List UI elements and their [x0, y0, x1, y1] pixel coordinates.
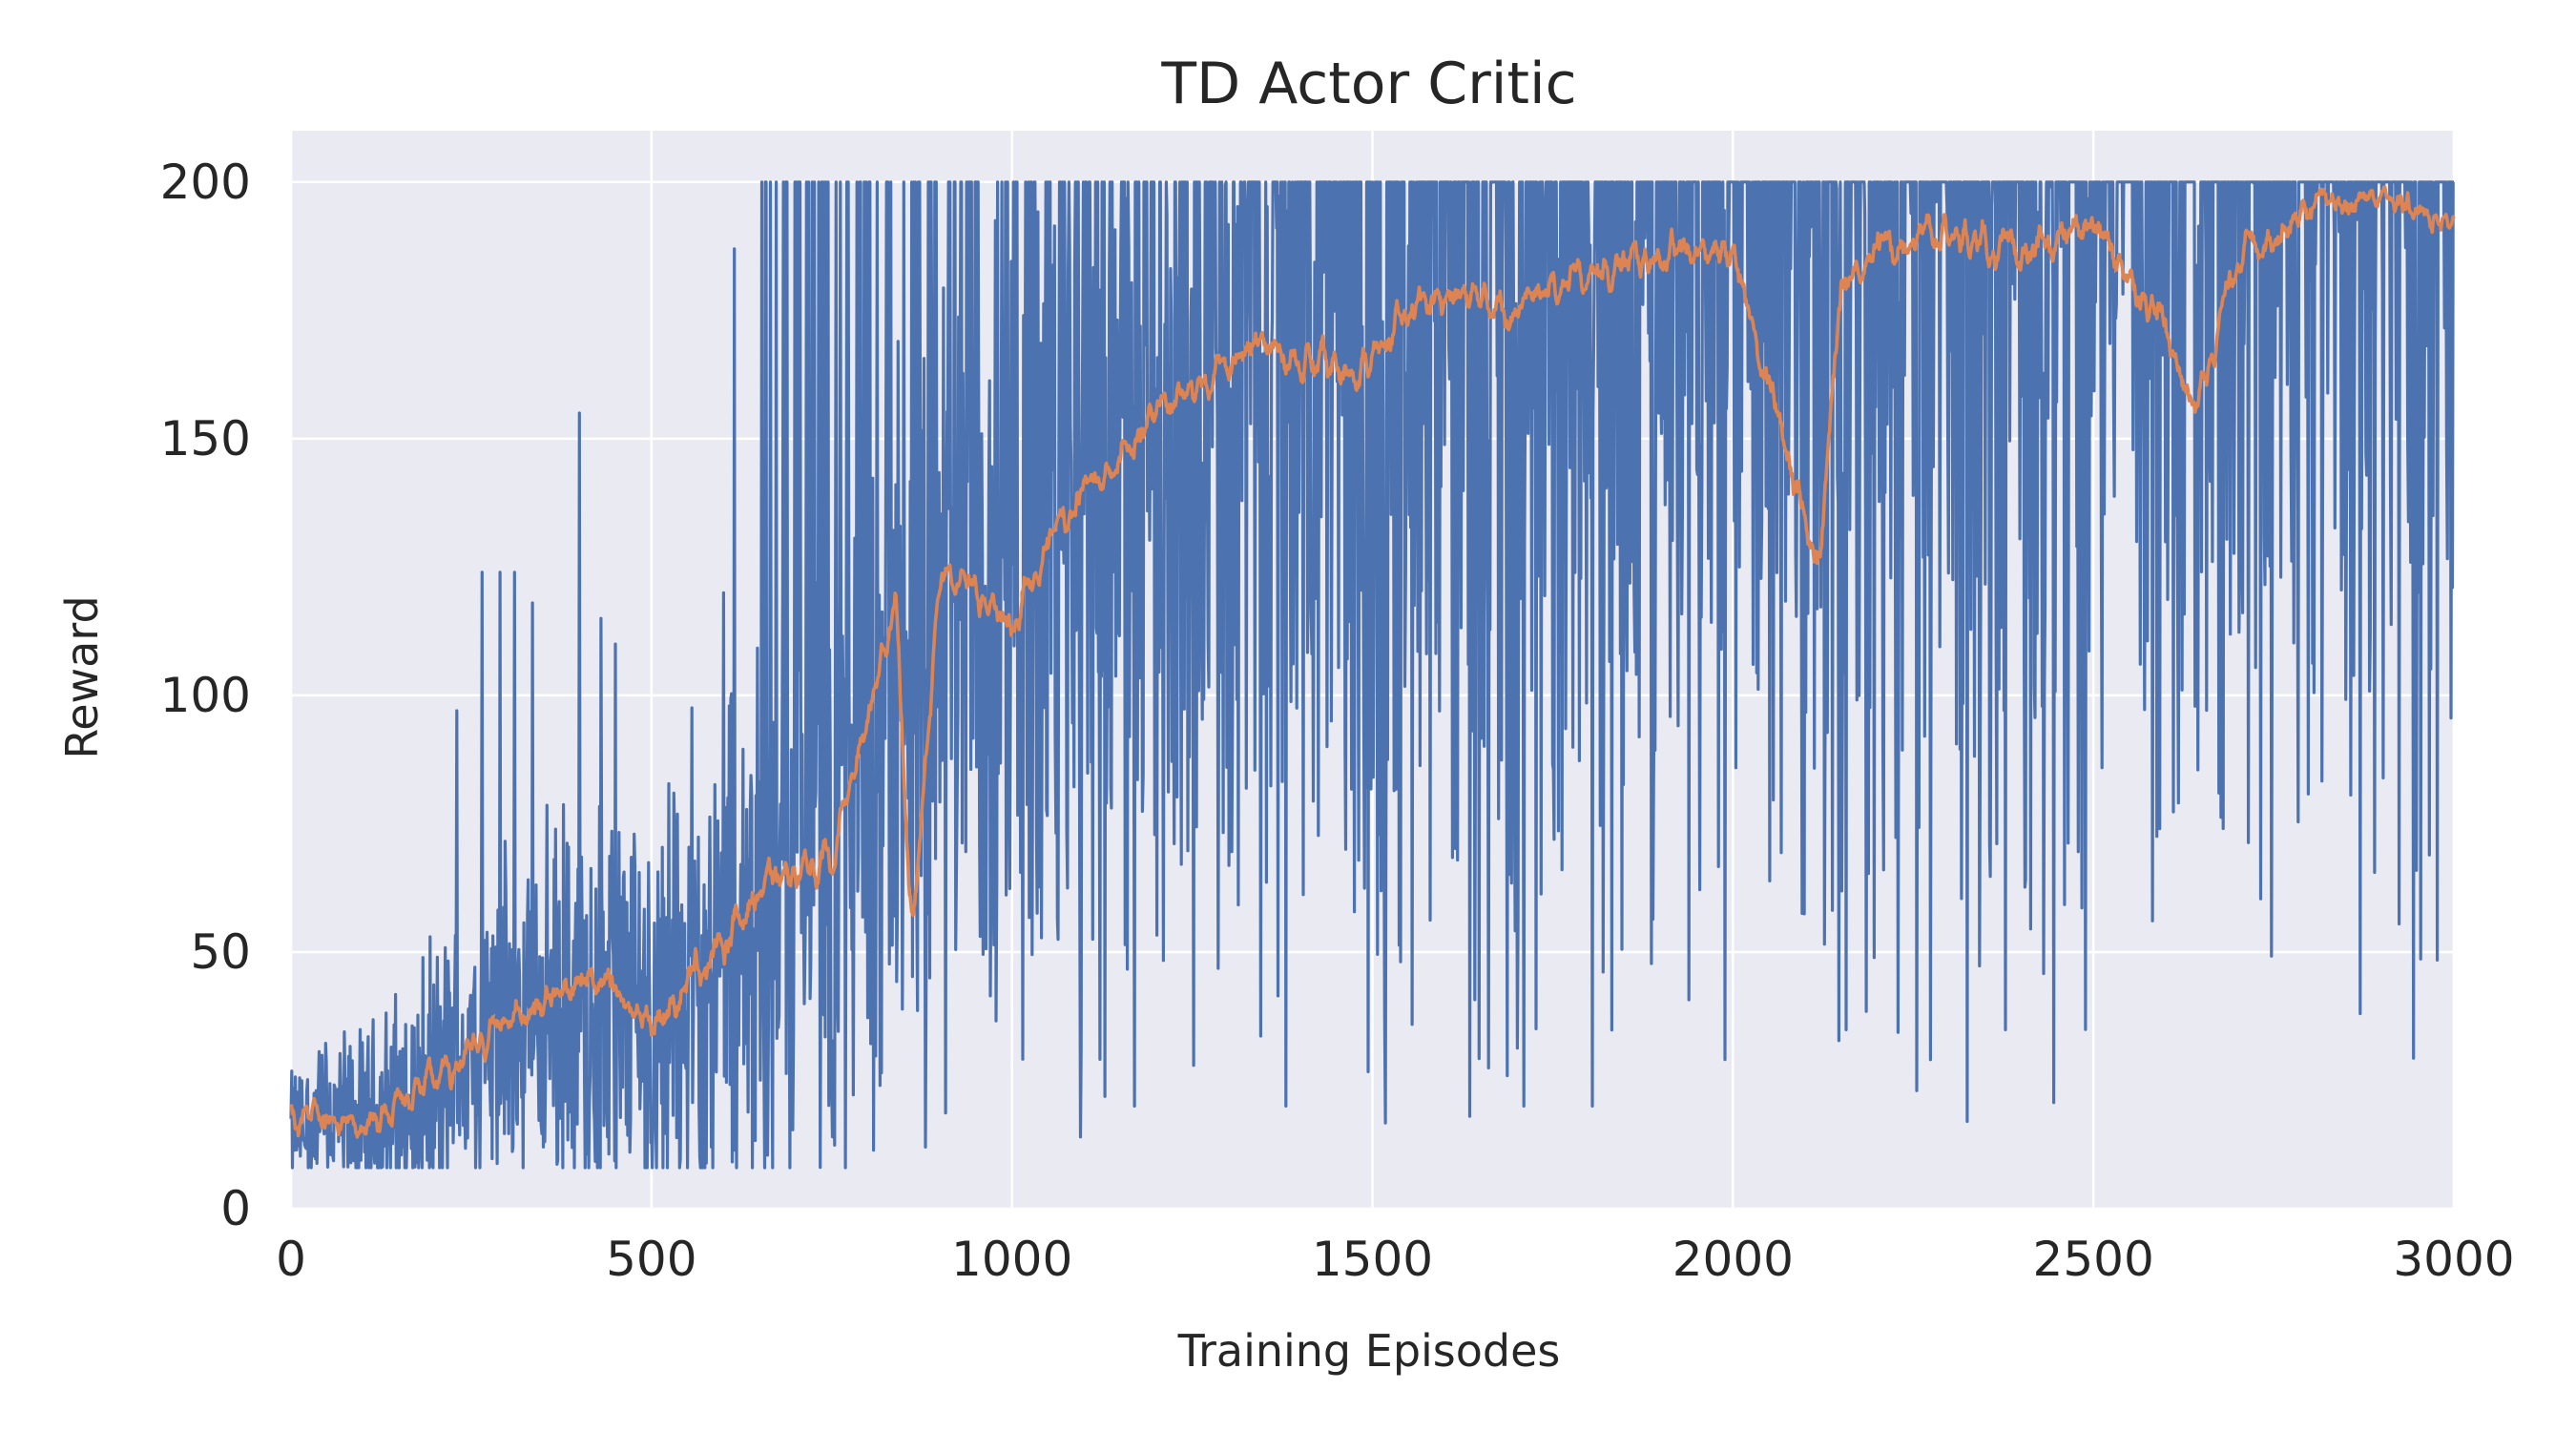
x-tick-label: 3000	[2393, 1232, 2514, 1287]
y-tick-label: 100	[160, 668, 251, 723]
x-tick-label: 1500	[1312, 1232, 1433, 1287]
x-tick-label: 2500	[2033, 1232, 2154, 1287]
y-axis-label: Reward	[56, 595, 108, 758]
x-tick-label: 500	[606, 1232, 696, 1287]
x-tick-labels: 0 500 1000 1500 2000 2500 3000	[276, 1232, 2515, 1287]
y-tick-labels: 0 50 100 150 200	[160, 155, 251, 1236]
chart-title: TD Actor Critic	[1160, 51, 1576, 117]
x-tick-label: 0	[276, 1232, 306, 1287]
y-tick-label: 150	[160, 411, 251, 467]
x-tick-label: 1000	[951, 1232, 1072, 1287]
series-group	[289, 180, 2456, 1170]
x-tick-label: 2000	[1672, 1232, 1794, 1287]
x-axis-label: Training Episodes	[1177, 1325, 1561, 1377]
y-tick-label: 0	[220, 1181, 251, 1236]
y-tick-label: 50	[190, 924, 251, 980]
series-line-reward	[289, 180, 2455, 1170]
y-tick-label: 200	[160, 155, 251, 210]
series-line-moving-average	[289, 185, 2456, 1139]
